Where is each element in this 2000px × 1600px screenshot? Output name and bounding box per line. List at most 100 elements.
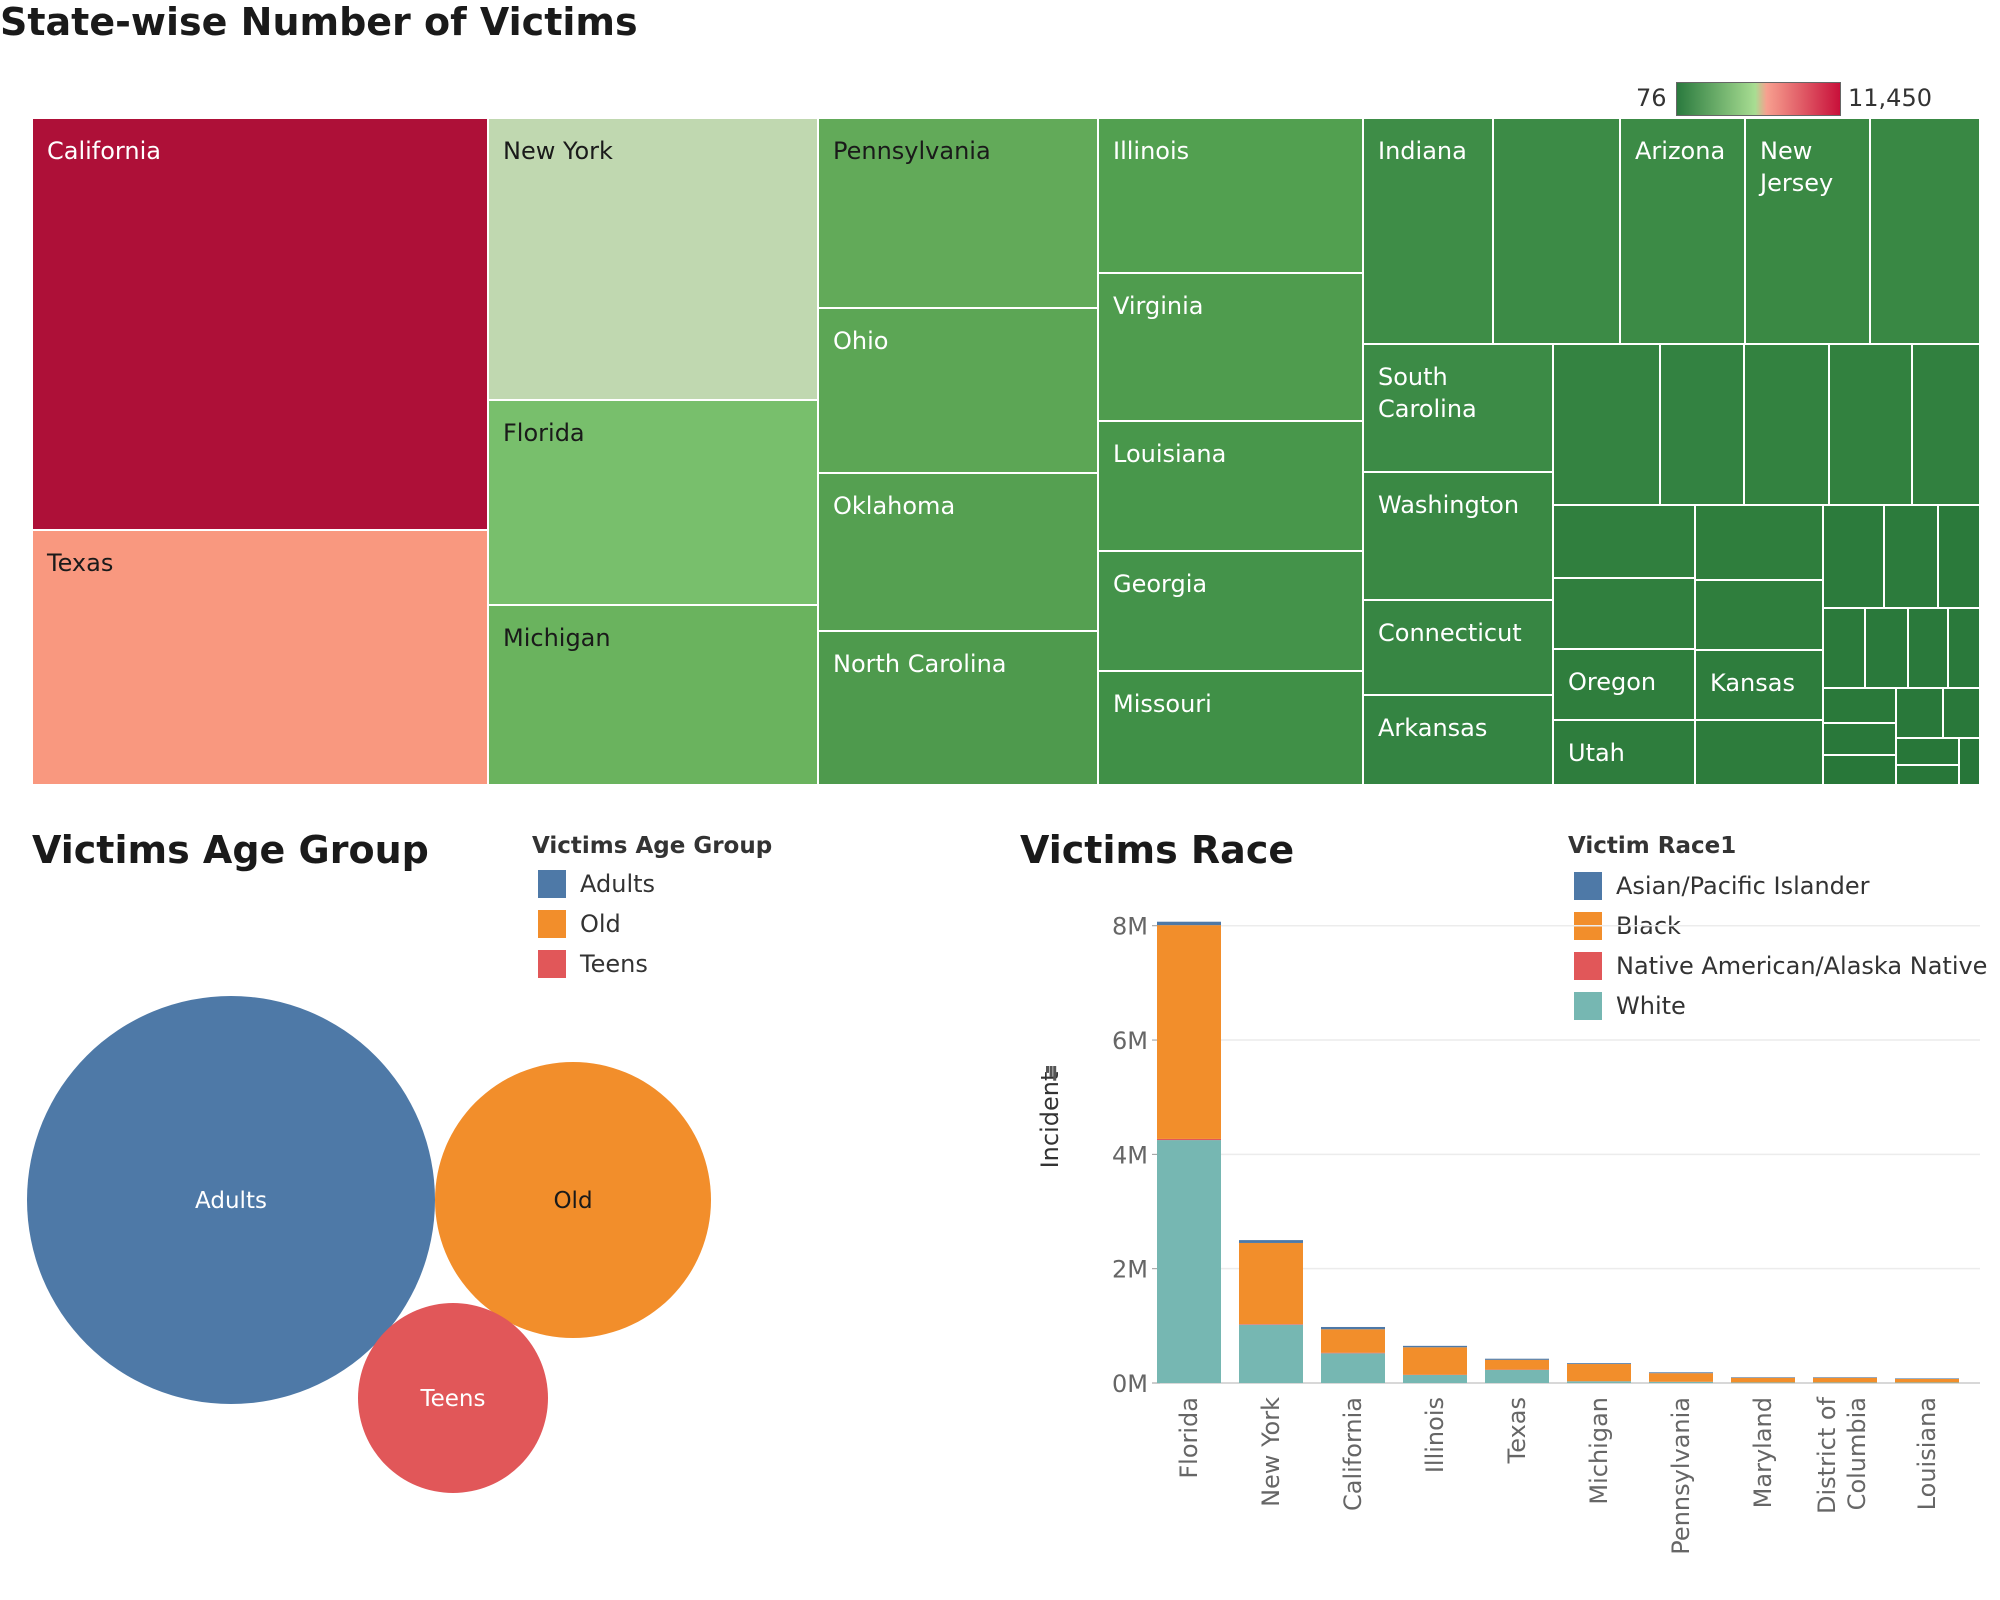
bar-segment-asian-pacific-islander-maryland[interactable] [1731,1377,1795,1378]
bar-segment-black-district-of-columbia[interactable] [1813,1377,1877,1383]
age-group-title: Victims Age Group [32,828,429,872]
treemap-tile-louisiana[interactable]: Louisiana [1098,421,1363,551]
treemap-tile[interactable] [1695,580,1823,650]
treemap-tile[interactable] [1660,344,1744,505]
bar-segment-white-pennsylvania[interactable] [1649,1381,1713,1383]
treemap-tile[interactable] [1695,505,1823,580]
bar-segment-black-pennsylvania[interactable] [1649,1373,1713,1382]
bar-segment-black-texas[interactable] [1485,1359,1549,1370]
race-legend-item-white[interactable]: White [1574,992,1686,1020]
treemap-tile[interactable] [1865,608,1908,688]
treemap-tile[interactable] [1884,505,1938,608]
bar-segment-asian-pacific-islander-michigan[interactable] [1567,1363,1631,1365]
race-legend-item-native-american-alaska-native[interactable]: Native American/Alaska Native [1574,952,1987,980]
bar-segment-black-michigan[interactable] [1567,1364,1631,1382]
bar-segment-asian-pacific-islander-pennsylvania[interactable] [1649,1372,1713,1374]
bar-segment-white-florida[interactable] [1157,1140,1221,1383]
treemap-tile-georgia[interactable]: Georgia [1098,551,1363,671]
bar-segment-native-american-alaska-native-california[interactable] [1321,1352,1385,1354]
treemap-tile-label: Pennsylvania [833,137,991,165]
legend-swatch [538,910,566,938]
treemap-tile-missouri[interactable]: Missouri [1098,671,1363,785]
bar-segment-white-michigan[interactable] [1567,1381,1631,1383]
treemap-tile-label: Arizona [1635,137,1726,165]
treemap-tile-label: Texas [47,549,114,577]
bar-segment-white-louisiana[interactable] [1895,1382,1959,1383]
bar-segment-white-california[interactable] [1321,1353,1385,1383]
bar-segment-white-maryland[interactable] [1731,1382,1795,1383]
bar-segment-asian-pacific-islander-illinois[interactable] [1403,1345,1467,1348]
treemap-tile-washington[interactable]: Washington [1363,472,1553,600]
treemap-tile[interactable] [1896,765,1959,785]
bar-segment-black-louisiana[interactable] [1895,1378,1959,1383]
treemap-tile[interactable] [1823,755,1896,785]
treemap-tile[interactable] [1896,688,1943,738]
color-scale-bar[interactable] [1676,82,1841,116]
bar-segment-asian-pacific-islander-california[interactable] [1321,1326,1385,1330]
bar-segment-black-maryland[interactable] [1731,1377,1795,1383]
age-legend-item-teens[interactable]: Teens [538,950,648,978]
bar-segment-black-florida[interactable] [1157,925,1221,1139]
treemap-tile[interactable] [1896,738,1959,765]
treemap-tile-new-jersey[interactable]: New Jersey [1745,118,1870,344]
treemap-tile[interactable] [1823,505,1884,608]
treemap-tile[interactable] [1493,118,1620,344]
bar-segment-asian-pacific-islander-louisiana[interactable] [1895,1378,1959,1379]
bar-segment-white-illinois[interactable] [1403,1374,1467,1383]
treemap-tile-arizona[interactable]: Arizona [1620,118,1745,344]
bar-segment-white-new-york[interactable] [1239,1324,1303,1383]
treemap-tile[interactable] [1829,344,1912,505]
treemap-tile-new-york[interactable]: New York [488,118,818,400]
treemap-tile-arkansas[interactable]: Arkansas [1363,695,1553,785]
treemap-tile-label: Connecticut [1378,619,1522,647]
treemap-tile-virginia[interactable]: Virginia [1098,273,1363,421]
treemap-tile[interactable] [1912,344,1980,505]
treemap-tile[interactable] [1553,578,1695,649]
treemap-tile-california[interactable]: California [32,118,488,530]
treemap-tile-north-carolina[interactable]: North Carolina [818,631,1098,785]
treemap-tile-kansas[interactable]: Kansas [1695,650,1823,720]
treemap-tile-indiana[interactable]: Indiana [1363,118,1493,344]
treemap-tile-connecticut[interactable]: Connecticut [1363,600,1553,695]
treemap-tile[interactable] [1823,608,1865,688]
age-legend-item-old[interactable]: Old [538,910,621,938]
bar-segment-asian-pacific-islander-district-of-columbia[interactable] [1813,1377,1877,1378]
treemap-tile-florida[interactable]: Florida [488,400,818,605]
treemap-tile-pennsylvania[interactable]: Pennsylvania [818,118,1098,308]
treemap-tile[interactable] [1870,118,1980,344]
age-legend-item-adults[interactable]: Adults [538,870,655,898]
treemap-tile[interactable] [1938,505,1980,608]
treemap-tile[interactable] [1908,608,1948,688]
treemap-tile-south-carolina[interactable]: South Carolina [1363,344,1553,472]
treemap-tile-ohio[interactable]: Ohio [818,308,1098,473]
bar-segment-black-new-york[interactable] [1239,1242,1303,1325]
bar-segment-white-texas[interactable] [1485,1369,1549,1383]
bar-segment-native-american-alaska-native-florida[interactable] [1157,1138,1221,1141]
race-legend-item-asian-pacific-islander[interactable]: Asian/Pacific Islander [1574,872,1870,900]
bar-segment-white-district-of-columbia[interactable] [1813,1382,1877,1383]
treemap-tile-label: Georgia [1113,570,1208,598]
treemap-tile-illinois[interactable]: Illinois [1098,118,1363,273]
bar-segment-black-california[interactable] [1321,1329,1385,1353]
treemap-tile[interactable] [1553,344,1660,505]
sort-icon[interactable] [1046,1066,1057,1081]
bar-segment-asian-pacific-islander-new-york[interactable] [1239,1240,1303,1243]
treemap-tile-oklahoma[interactable]: Oklahoma [818,473,1098,631]
treemap-tile-oregon[interactable]: Oregon [1553,649,1695,720]
treemap-tile-michigan[interactable]: Michigan [488,605,818,785]
treemap-tile[interactable] [1695,720,1823,785]
treemap-tile-texas[interactable]: Texas [32,530,488,785]
treemap-tile[interactable] [1943,688,1980,738]
treemap-tile[interactable] [1744,344,1829,505]
treemap-tile[interactable] [1823,688,1896,723]
treemap-title: State-wise Number of Victims [0,0,638,44]
treemap-tile[interactable] [1553,505,1695,578]
treemap-tile[interactable] [1948,608,1980,688]
bar-segment-asian-pacific-islander-texas[interactable] [1485,1358,1549,1360]
treemap-tile[interactable] [1823,723,1896,755]
bar-segment-native-american-alaska-native-new-york[interactable] [1239,1324,1303,1325]
bar-segment-black-illinois[interactable] [1403,1347,1467,1375]
treemap-tile[interactable] [1959,738,1980,785]
treemap-tile-utah[interactable]: Utah [1553,720,1695,785]
bar-segment-asian-pacific-islander-florida[interactable] [1157,921,1221,926]
